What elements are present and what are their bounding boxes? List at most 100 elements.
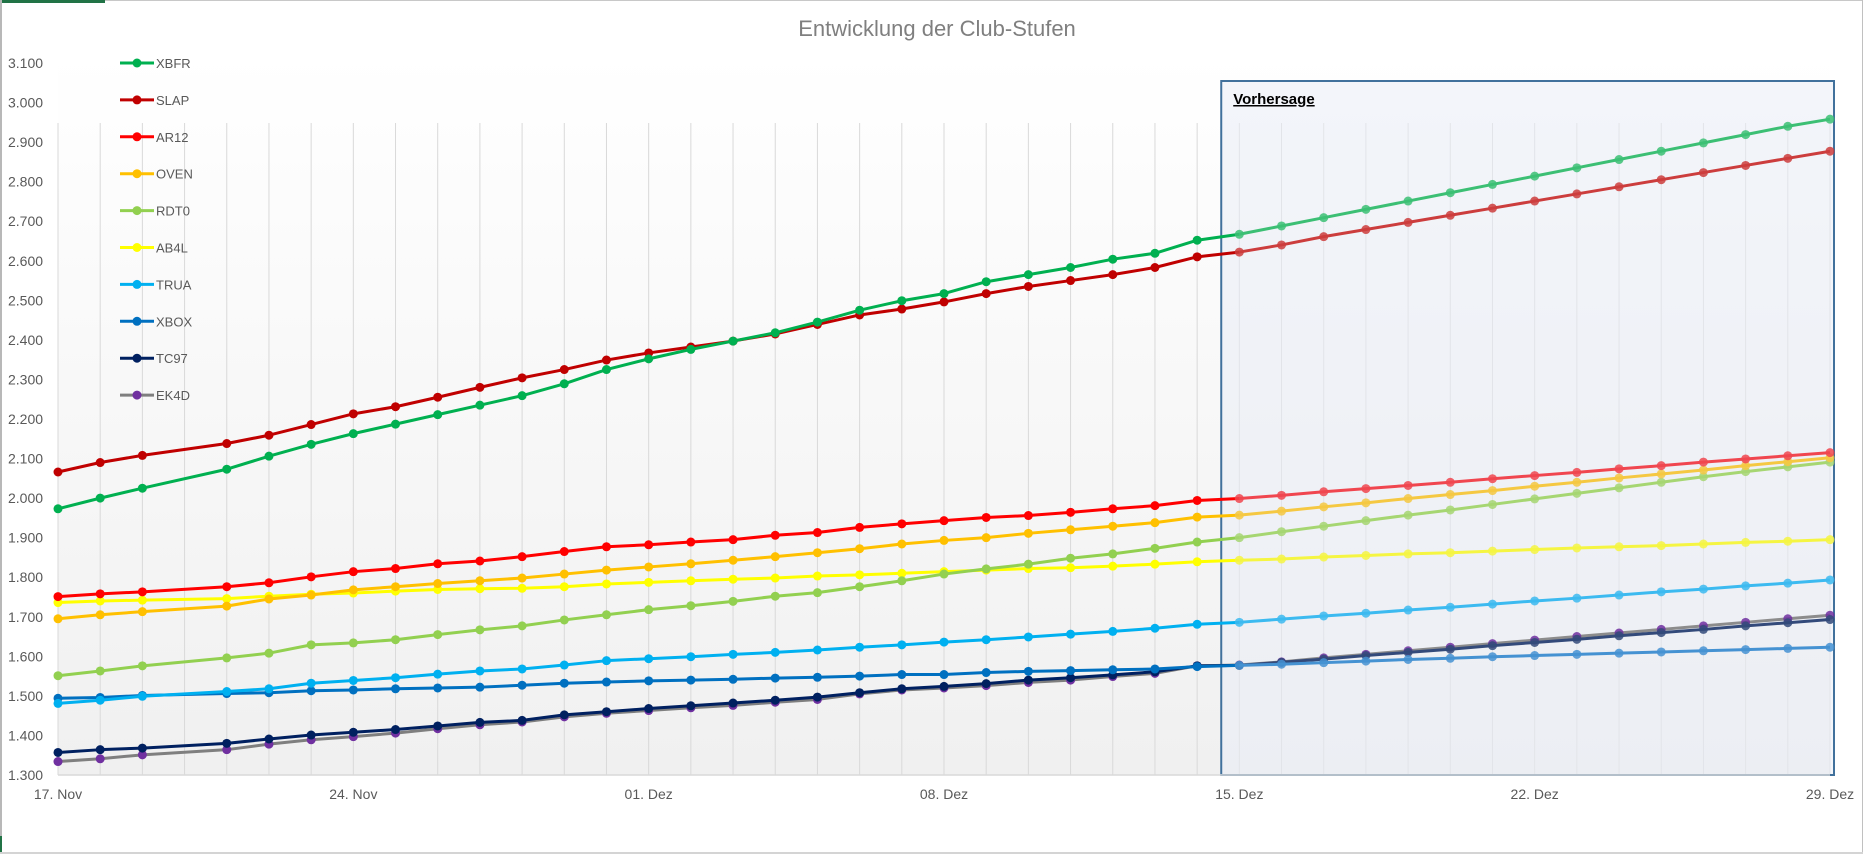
data-point[interactable] (475, 556, 485, 566)
data-point[interactable] (137, 595, 147, 605)
data-point[interactable] (95, 754, 105, 764)
data-point[interactable] (770, 328, 780, 338)
data-point[interactable] (644, 562, 654, 572)
data-point[interactable] (770, 647, 780, 657)
data-point[interactable] (348, 567, 358, 577)
data-point[interactable] (1023, 632, 1033, 642)
data-point[interactable] (1698, 457, 1708, 467)
data-point[interactable] (1108, 504, 1118, 514)
data-point[interactable] (1066, 525, 1076, 535)
data-point[interactable] (770, 591, 780, 601)
data-point[interactable] (770, 673, 780, 683)
data-point[interactable] (1234, 660, 1244, 670)
data-point[interactable] (1319, 502, 1329, 512)
data-point[interactable] (1023, 528, 1033, 538)
data-point[interactable] (770, 552, 780, 562)
data-point[interactable] (855, 544, 865, 554)
data-point[interactable] (1277, 527, 1287, 537)
data-point[interactable] (306, 686, 316, 696)
data-point[interactable] (1150, 501, 1160, 511)
data-point[interactable] (1403, 480, 1413, 490)
data-point[interactable] (1487, 203, 1497, 213)
data-point[interactable] (306, 590, 316, 600)
data-point[interactable] (644, 577, 654, 587)
series-ab4l[interactable] (53, 535, 1835, 608)
series-oven[interactable] (53, 453, 1835, 624)
data-point[interactable] (433, 579, 443, 589)
data-point[interactable] (559, 615, 569, 625)
data-point[interactable] (1741, 461, 1751, 471)
data-point[interactable] (1656, 146, 1666, 156)
data-point[interactable] (1825, 642, 1835, 652)
data-point[interactable] (1403, 647, 1413, 657)
data-point[interactable] (939, 637, 949, 647)
data-point[interactable] (1445, 602, 1455, 612)
data-point[interactable] (728, 649, 738, 659)
data-point[interactable] (1530, 637, 1540, 647)
data-point[interactable] (1572, 189, 1582, 199)
data-point[interactable] (981, 533, 991, 543)
data-point[interactable] (1530, 545, 1540, 555)
data-point[interactable] (897, 304, 907, 314)
data-point[interactable] (1698, 168, 1708, 178)
data-point[interactable] (1403, 605, 1413, 615)
data-point[interactable] (1487, 652, 1497, 662)
data-point[interactable] (1361, 225, 1371, 235)
data-point[interactable] (1614, 648, 1624, 658)
data-point[interactable] (95, 596, 105, 606)
data-point[interactable] (1741, 454, 1751, 464)
data-point[interactable] (601, 610, 611, 620)
data-point[interactable] (1023, 270, 1033, 280)
data-point[interactable] (1656, 587, 1666, 597)
data-point[interactable] (644, 654, 654, 664)
data-point[interactable] (897, 684, 907, 694)
data-point[interactable] (1277, 659, 1287, 669)
data-point[interactable] (1698, 138, 1708, 148)
data-point[interactable] (812, 528, 822, 538)
data-point[interactable] (897, 576, 907, 586)
data-point[interactable] (1656, 461, 1666, 471)
data-point[interactable] (1656, 541, 1666, 551)
legend-item-ab4l[interactable]: AB4L (120, 241, 188, 256)
data-point[interactable] (1783, 618, 1793, 628)
data-point[interactable] (939, 670, 949, 680)
data-point[interactable] (559, 660, 569, 670)
data-point[interactable] (686, 537, 696, 547)
data-point[interactable] (475, 666, 485, 676)
data-point[interactable] (644, 605, 654, 615)
data-point[interactable] (1614, 464, 1624, 474)
data-point[interactable] (1741, 537, 1751, 547)
data-point[interactable] (1319, 521, 1329, 531)
data-point[interactable] (391, 402, 401, 412)
series-tc97[interactable] (53, 615, 1835, 757)
data-point[interactable] (981, 289, 991, 299)
data-point[interactable] (1023, 559, 1033, 569)
data-point[interactable] (517, 715, 527, 725)
data-point[interactable] (1656, 647, 1666, 657)
data-point[interactable] (222, 745, 232, 755)
data-point[interactable] (1403, 494, 1413, 504)
data-point[interactable] (559, 582, 569, 592)
data-point[interactable] (686, 652, 696, 662)
data-point[interactable] (939, 569, 949, 579)
data-point[interactable] (812, 571, 822, 581)
data-point[interactable] (1445, 210, 1455, 220)
data-point[interactable] (728, 574, 738, 584)
data-point[interactable] (1698, 624, 1708, 634)
data-point[interactable] (53, 614, 63, 624)
data-point[interactable] (391, 635, 401, 645)
data-point[interactable] (1487, 499, 1497, 509)
data-point[interactable] (348, 409, 358, 419)
data-point[interactable] (812, 548, 822, 558)
data-point[interactable] (855, 688, 865, 698)
data-point[interactable] (1487, 546, 1497, 556)
data-point[interactable] (1572, 649, 1582, 659)
data-point[interactable] (475, 584, 485, 594)
data-point[interactable] (855, 570, 865, 580)
data-point[interactable] (264, 648, 274, 658)
data-point[interactable] (728, 596, 738, 606)
data-point[interactable] (1825, 448, 1835, 458)
data-point[interactable] (264, 684, 274, 694)
data-point[interactable] (1825, 575, 1835, 585)
data-point[interactable] (53, 671, 63, 681)
